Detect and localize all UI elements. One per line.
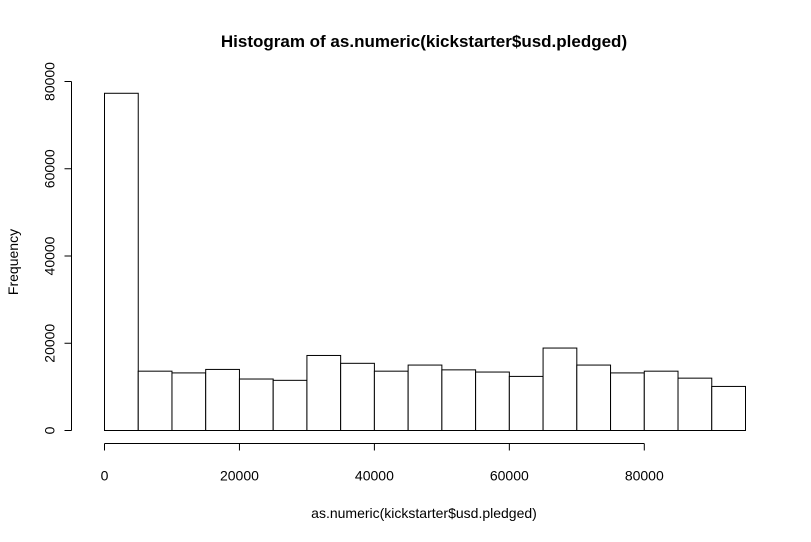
histogram-bar: [576, 364, 612, 431]
bars-group: [104, 92, 747, 432]
histogram-bar: [441, 369, 477, 431]
y-tick-label: 20000: [42, 324, 58, 363]
y-tick-label: 0: [42, 426, 58, 434]
histogram-bar: [643, 370, 679, 432]
histogram-bar: [373, 370, 409, 432]
histogram-bar: [407, 364, 443, 431]
y-tick-label: 80000: [42, 62, 58, 101]
x-tick-label: 20000: [220, 468, 259, 484]
y-tick-label: 60000: [42, 149, 58, 188]
histogram-bar: [306, 354, 342, 431]
histogram-bar: [542, 347, 578, 431]
y-axis-label: Frequency: [5, 229, 21, 295]
histogram-bar: [677, 377, 713, 431]
histogram-bar: [205, 368, 240, 431]
x-axis-label: as.numeric(kickstarter$usd.pledged): [311, 505, 537, 521]
histogram-bar: [272, 379, 308, 431]
histogram-bar: [475, 371, 510, 432]
x-axis: 0 20000 40000 60000 80000: [101, 443, 664, 484]
y-tick-label: 40000: [42, 236, 58, 275]
histogram-bar: [137, 370, 173, 432]
chart-title: Histogram of as.numeric(kickstarter$usd.…: [221, 32, 627, 51]
histogram-bar: [238, 378, 274, 431]
x-tick-label: 40000: [355, 468, 394, 484]
x-tick-label: 60000: [490, 468, 529, 484]
histogram-bar: [340, 362, 375, 432]
x-tick-label: 0: [101, 468, 109, 484]
histogram-bar: [711, 385, 747, 431]
histogram-bar: [104, 92, 139, 431]
x-tick-label: 80000: [625, 468, 664, 484]
histogram-bar: [610, 372, 645, 432]
histogram-bar: [508, 375, 544, 431]
histogram-bar: [171, 372, 207, 432]
y-axis: 0 20000 40000 60000 80000: [42, 62, 72, 434]
